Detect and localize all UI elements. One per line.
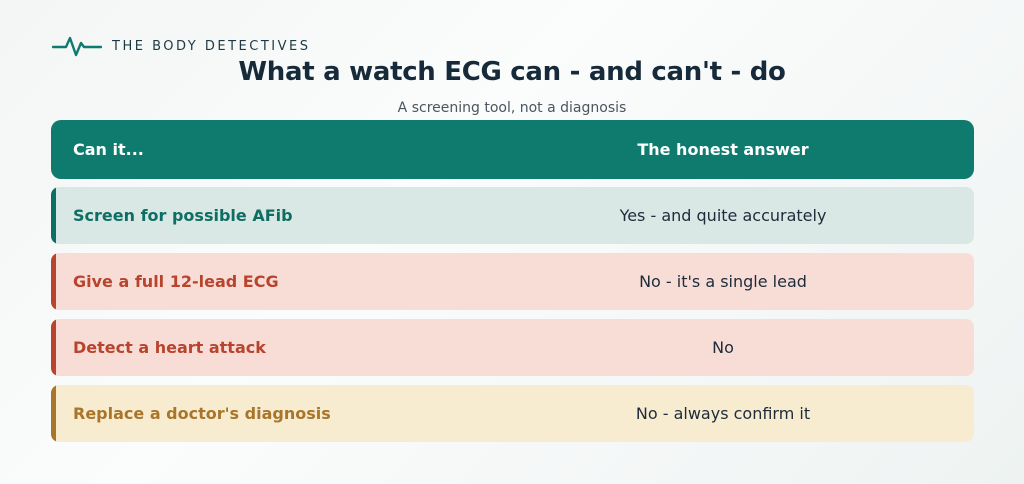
table-row: Screen for possible AFib Yes - and quite…	[51, 187, 974, 244]
brand-name: THE BODY DETECTIVES	[112, 38, 311, 54]
row-question: Detect a heart attack	[73, 338, 266, 357]
table-row: Give a full 12-lead ECG No - it's a sing…	[51, 253, 974, 310]
row-accent-bar	[51, 253, 56, 310]
row-accent-bar	[51, 187, 56, 244]
page-subtitle: A screening tool, not a diagnosis	[397, 100, 627, 116]
row-answer: Yes - and quite accurately	[619, 206, 827, 225]
row-question: Replace a doctor's diagnosis	[73, 404, 331, 423]
row-answer: No - always confirm it	[635, 404, 811, 423]
ecg-pulse-icon	[52, 36, 102, 57]
table-header: Can it... The honest answer	[51, 120, 974, 179]
header-answer: The honest answer	[637, 140, 809, 159]
header-question: Can it...	[73, 140, 144, 159]
row-question: Give a full 12-lead ECG	[73, 272, 279, 291]
row-question: Screen for possible AFib	[73, 206, 293, 225]
table-row: Replace a doctor's diagnosis No - always…	[51, 385, 974, 442]
page-title: What a watch ECG can - and can't - do	[238, 57, 786, 87]
row-answer: No - it's a single lead	[639, 272, 807, 291]
row-accent-bar	[51, 385, 56, 442]
brand: THE BODY DETECTIVES	[52, 34, 310, 58]
row-answer: No	[712, 338, 734, 357]
row-accent-bar	[51, 319, 56, 376]
table-row: Detect a heart attack No	[51, 319, 974, 376]
